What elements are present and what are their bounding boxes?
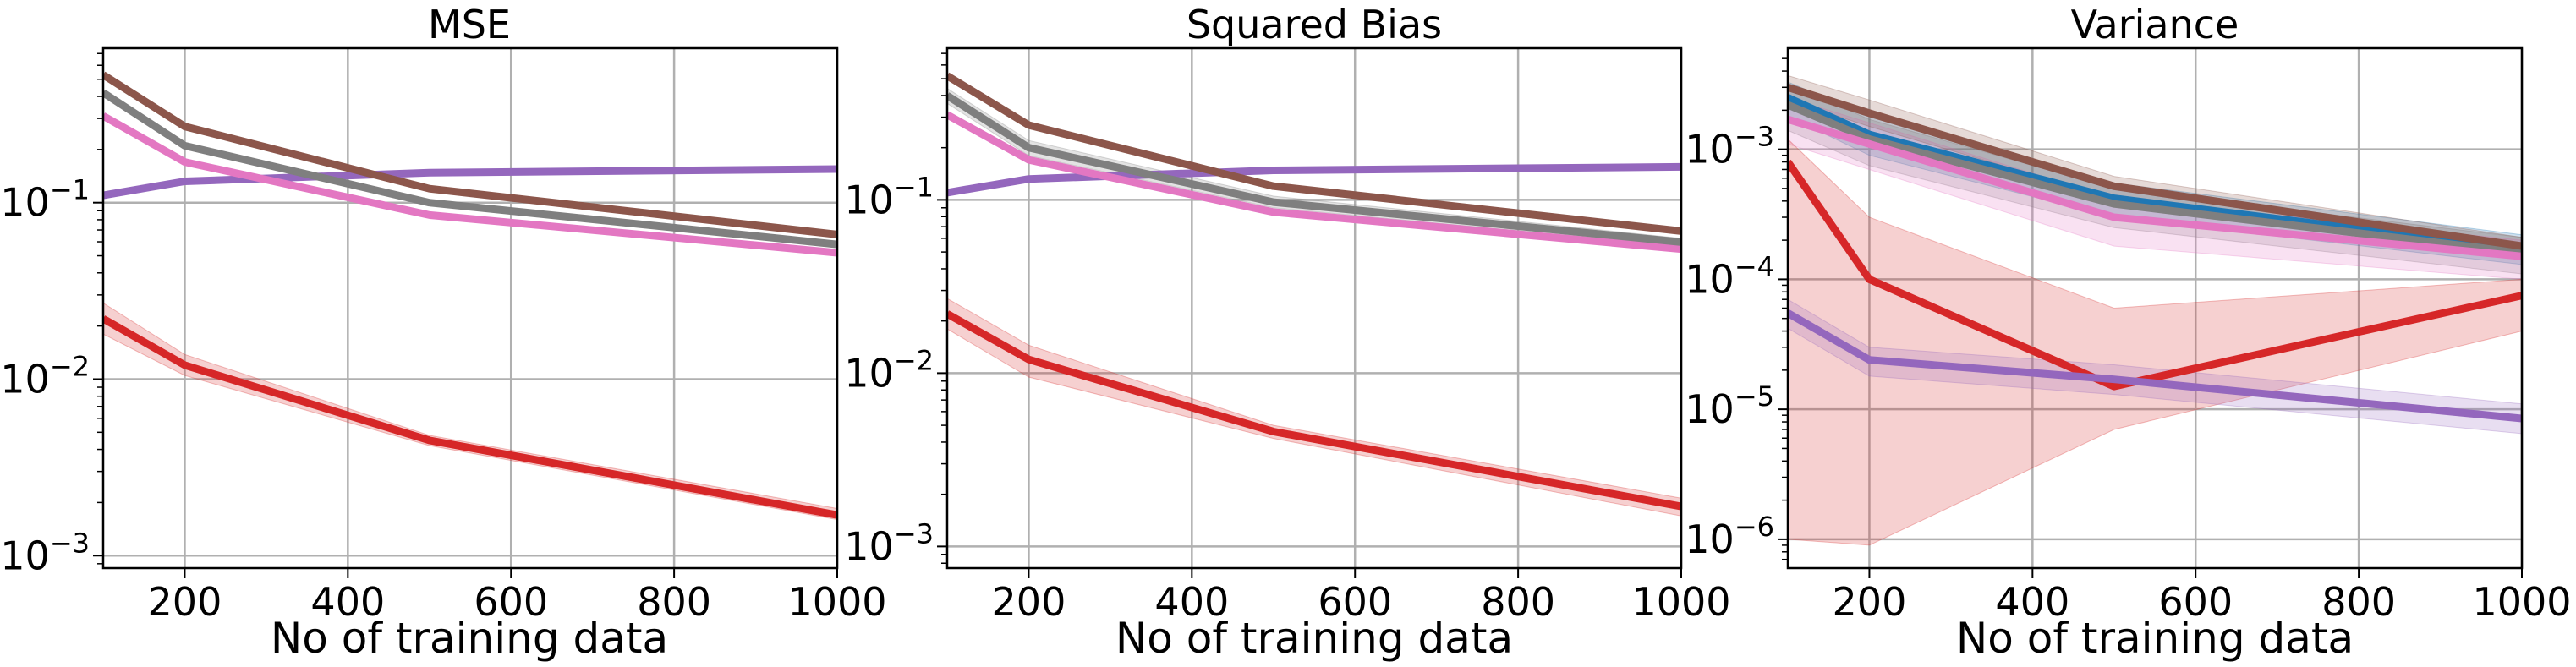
- variance-y-tick-label: 10−3: [1685, 121, 1774, 172]
- variance-x-tick-label: 200: [1833, 579, 1907, 625]
- mse-series-4-line: [103, 315, 837, 519]
- variance-x-tick-label: 600: [2158, 579, 2233, 625]
- mse-panel: MSE No of training data 10−3 10−2 10−1 200 4…: [0, 2, 886, 663]
- squared-bias-x-tick-label: 1000: [1631, 579, 1730, 625]
- mse-frame: [101, 46, 839, 570]
- mse-series-2-line: [103, 89, 837, 249]
- squared-bias-series-3-line: [947, 72, 1681, 235]
- squared-bias-x-axis-label: No of training data: [1115, 614, 1513, 663]
- variance-title: Variance: [2071, 2, 2239, 47]
- mse-x-tick-label: 400: [310, 579, 385, 625]
- mse-y-tick-label: 10−1: [0, 174, 90, 226]
- variance-series-4-line: [1788, 159, 2522, 391]
- mse-series-1-line: [103, 112, 837, 257]
- mse-x-tick-label: 600: [474, 579, 548, 625]
- squared-bias-x-tick-label: 400: [1154, 579, 1229, 625]
- variance-x-tick-label: 800: [2321, 579, 2396, 625]
- mse-title: MSE: [428, 2, 511, 47]
- mse-x-tick-label: 1000: [787, 579, 886, 625]
- mse-y-tick-label: 10−3: [0, 527, 90, 578]
- variance-plot-area: [1788, 74, 2522, 546]
- variance-series-0-line: [1788, 94, 2522, 254]
- variance-x-axis-label: No of training data: [1956, 614, 2354, 663]
- squared-bias-series-2-band: [947, 87, 1681, 247]
- variance-axes: 10−6 10−5 10−4 10−3 200 400 600 800 1000: [1685, 46, 2572, 625]
- variance-y-tick-label: 10−4: [1685, 250, 1774, 302]
- variance-y-tick-label: 10−5: [1685, 380, 1774, 432]
- mse-axes: 10−3 10−2 10−1 200 400 600 800 1000: [0, 46, 887, 625]
- squared-bias-panel: Squared Bias No of training data 10−310−…: [844, 2, 1730, 663]
- squared-bias-y-tick-label: 10−2: [844, 344, 934, 396]
- variance-series-3-line: [1788, 84, 2522, 250]
- variance-series-4-band: [1788, 138, 2522, 546]
- squared-bias-axes: 10−3 10−2 10−1 200 400 600 800 1000: [844, 46, 1731, 625]
- squared-bias-frame: [945, 46, 1683, 570]
- mse-grid: [103, 48, 839, 568]
- variance-y-tick-label: 10−6: [1685, 511, 1774, 562]
- squared-bias-y-tick-label: 10−3: [844, 517, 934, 569]
- variance-frame: [1786, 46, 2524, 570]
- mse-x-tick-label: 800: [637, 579, 711, 625]
- variance-series-1-line: [1788, 101, 2522, 257]
- squared-bias-series-4-line: [947, 310, 1681, 511]
- mse-plot-area: [103, 71, 837, 521]
- mse-x-axis-label: No of training data: [271, 614, 668, 663]
- mse-y-tick-label: 10−2: [0, 350, 90, 402]
- squared-bias-x-tick-label: 200: [992, 579, 1066, 625]
- mse-series-3-line: [103, 71, 837, 238]
- variance-series-2-line: [1788, 115, 2522, 260]
- variance-panel: Variance No of training data 10−610−510−…: [1685, 2, 2571, 663]
- squared-bias-x-tick-label: 800: [1481, 579, 1555, 625]
- variance-x-tick-label: 400: [1995, 579, 2069, 625]
- squared-bias-plot-area: [947, 72, 1681, 517]
- squared-bias-x-tick-label: 600: [1318, 579, 1392, 625]
- squared-bias-series-2-line: [947, 92, 1681, 246]
- mse-x-tick-label: 200: [148, 579, 222, 625]
- squared-bias-title: Squared Bias: [1187, 2, 1442, 47]
- variance-x-tick-label: 1000: [2472, 579, 2571, 625]
- squared-bias-series-1-line: [947, 111, 1681, 254]
- variance-series-5-line: [1788, 309, 2522, 423]
- squared-bias-y-tick-label: 10−1: [844, 171, 934, 222]
- mse-series-4-band: [103, 302, 837, 521]
